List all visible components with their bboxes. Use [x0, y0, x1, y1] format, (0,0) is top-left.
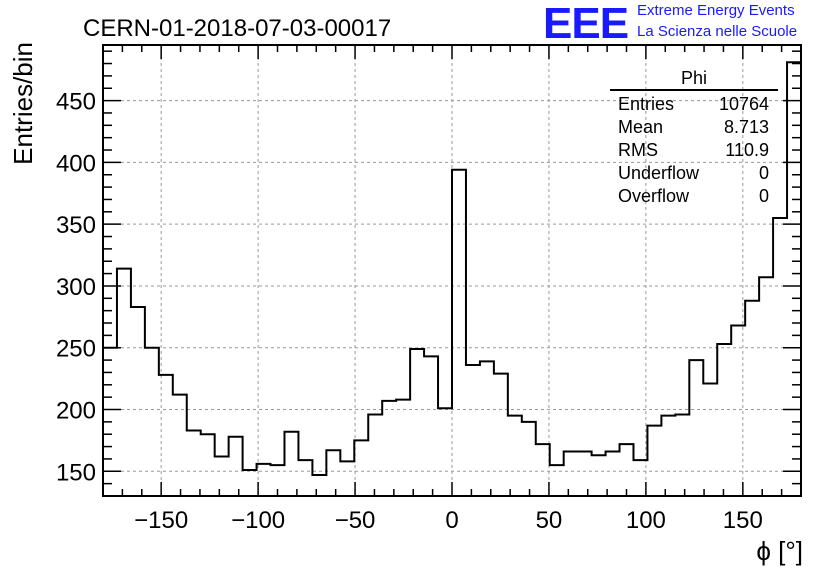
x-axis: −150 −100 −50 0 50 100 150 [102, 45, 802, 534]
stats-box: Phi Entries 10764 Mean 8.713 RMS 110.9 Underfl… [610, 68, 778, 206]
x-tick-label: −150 [134, 507, 188, 534]
stats-value: 10764 [719, 94, 769, 114]
x-tick-label: 50 [536, 507, 563, 534]
y-tick-label: 450 [56, 89, 96, 116]
stats-title: Phi [681, 68, 707, 88]
logo-subtitle-2: La Scienza nelle Scuole [637, 23, 798, 40]
x-tick-label: 0 [445, 507, 458, 534]
stats-label: Mean [618, 117, 663, 137]
histogram-line [102, 61, 801, 496]
x-tick-label: −50 [335, 507, 376, 534]
eee-logo: EEE [543, 0, 629, 48]
y-tick-label: 150 [56, 459, 96, 486]
stats-value: 0 [759, 163, 769, 183]
stats-label: Underflow [618, 163, 700, 183]
stats-value: 0 [759, 186, 769, 206]
stats-label: Overflow [618, 186, 690, 206]
y-axis-label: Entries/bin [8, 42, 38, 165]
x-tick-label: 150 [723, 507, 763, 534]
x-axis-label: ϕ [°] [756, 536, 803, 566]
x-tick-label: −100 [231, 507, 285, 534]
stats-label: Entries [618, 94, 674, 114]
logo-subtitle-1: Extreme Energy Events [637, 2, 795, 19]
y-tick-label: 250 [56, 336, 96, 363]
x-tick-label: 100 [626, 507, 666, 534]
chart-title: CERN-01-2018-07-03-00017 [83, 15, 391, 42]
stats-value: 8.713 [724, 117, 769, 137]
y-axis: 150 200 250 300 350 400 450 [56, 50, 801, 486]
y-tick-label: 350 [56, 212, 96, 239]
y-tick-label: 200 [56, 398, 96, 425]
stats-value: 110.9 [725, 140, 769, 160]
stats-label: RMS [618, 140, 658, 160]
y-tick-label: 300 [56, 274, 96, 301]
y-tick-label: 400 [56, 150, 96, 177]
